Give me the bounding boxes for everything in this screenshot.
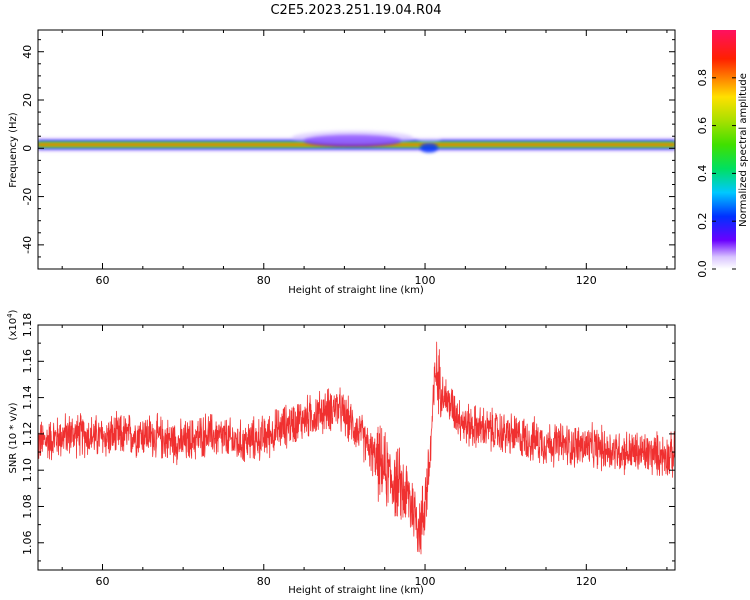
snr-y-tick-label: 1.10 [21, 458, 34, 483]
spectrogram-panel: 60 80 100 120 40 20 0 -20 -40 Height of straight… [8, 29, 676, 296]
spec-y-tick-label: 40 [21, 45, 34, 59]
colorbar: 0.0 0.2 0.4 0.6 0.8 Normalized spectral ampl… [696, 30, 749, 278]
snr-x-tick-label: 80 [257, 575, 271, 588]
spec-y-tick-label: -40 [21, 236, 34, 254]
snr-x-tick-label: 120 [576, 575, 597, 588]
colorbar-tick-label: 0.4 [696, 165, 709, 183]
snr-y-axis-label: SNR (10 * v/v) [8, 402, 19, 473]
spec-feature-gap [417, 132, 442, 143]
spec-x-tick-label: 100 [415, 274, 436, 287]
colorbar-ticks: 0.0 0.2 0.4 0.6 0.8 [696, 69, 736, 278]
snr-y-tick-label: 1.16 [21, 349, 34, 374]
snr-series-line [38, 341, 675, 555]
spec-feature-halo [291, 130, 413, 145]
snr-ticks: 60 80 100 120 1.06 1.08 1.10 1.12 1.14 1.16 1.18 [21, 313, 675, 588]
chart-title: C2E5.2023.251.19.04.R04 [270, 3, 441, 18]
spec-y-tick-label: 0 [21, 145, 34, 152]
snr-y-tick-label: 1.18 [21, 313, 34, 338]
spectrogram-x-axis-label: Height of straight line (km) [288, 285, 424, 296]
snr-y-tick-label: 1.12 [21, 422, 34, 447]
spectrogram-y-axis-label: Frequency (Hz) [8, 112, 19, 188]
spec-y-tick-label: 20 [21, 93, 34, 107]
colorbar-tick-label: 0.2 [696, 212, 709, 230]
snr-x-axis-label: Height of straight line (km) [288, 585, 424, 596]
spec-x-tick-label: 80 [257, 274, 271, 287]
spectrogram-ticks: 60 80 100 120 40 20 0 -20 -40 [21, 30, 675, 287]
colorbar-tick-label: 0.0 [696, 260, 709, 278]
spec-feature-dip [420, 142, 439, 153]
snr-panel: 60 80 100 120 1.06 1.08 1.10 1.12 1.14 1.16 1.18 H… [6, 309, 676, 596]
spectrogram-frame [37, 29, 676, 270]
snr-y-multiplier: (x104) [6, 309, 19, 340]
snr-y-tick-label: 1.14 [21, 385, 34, 410]
snr-y-tick-label: 1.08 [21, 494, 34, 518]
spectrogram-plot-area [38, 130, 675, 153]
spec-x-tick-label: 120 [576, 274, 597, 287]
snr-x-tick-label: 60 [96, 575, 110, 588]
snr-y-tick-label: 1.06 [21, 531, 34, 556]
colorbar-tick-label: 0.8 [696, 69, 709, 87]
colorbar-tick-label: 0.6 [696, 117, 709, 135]
colorbar-label: Normalized spectral amplitude [738, 73, 749, 227]
spec-x-tick-label: 60 [96, 274, 110, 287]
spec-y-tick-label: -20 [21, 188, 34, 206]
snr-frame [37, 324, 676, 571]
colorbar-gradient [712, 30, 736, 269]
snr-x-tick-label: 100 [415, 575, 436, 588]
